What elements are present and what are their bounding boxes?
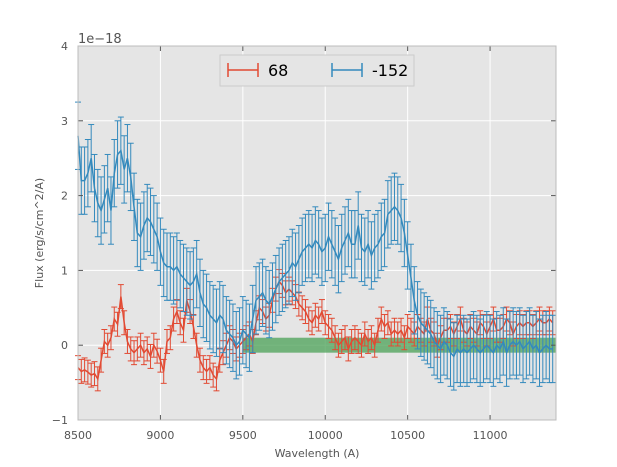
legend-entries: 68 -152 — [227, 61, 408, 80]
series-negative — [75, 101, 556, 391]
x-axis-label: Wavelength (A) — [275, 447, 360, 460]
legend-entry: -152 — [331, 61, 408, 80]
x-tick-label: 8500 — [64, 429, 92, 442]
series-line — [77, 135, 553, 358]
axes: 8500 9000 9500 10000 10500 11000 −1 0 1 2 3 4 — [52, 40, 557, 442]
legend: 68 -152 — [219, 54, 415, 87]
y-tick-label: 1 — [61, 264, 68, 277]
x-tick-label: 9000 — [146, 429, 174, 442]
legend-label: -152 — [372, 61, 408, 80]
series-layer — [75, 101, 556, 392]
plot-background — [78, 46, 556, 420]
y-tick-label: 2 — [61, 190, 68, 203]
y-axis-label: Flux (erg/s/cm^2/A) — [33, 178, 46, 288]
y-offset-label: 1e−18 — [78, 32, 122, 47]
x-tick-label: 11000 — [473, 429, 508, 442]
y-tick-label: 3 — [61, 115, 68, 128]
y-tick-label: −1 — [52, 414, 68, 427]
y-tick-label: 0 — [61, 339, 68, 352]
plot-frame — [77, 45, 557, 421]
x-tick-label: 9500 — [229, 429, 257, 442]
legend-label: 68 — [268, 61, 288, 80]
x-tick-label: 10000 — [308, 429, 343, 442]
y-tick-label: 4 — [61, 40, 68, 53]
legend-entry: 68 — [227, 61, 288, 80]
x-tick-label: 10500 — [390, 429, 425, 442]
